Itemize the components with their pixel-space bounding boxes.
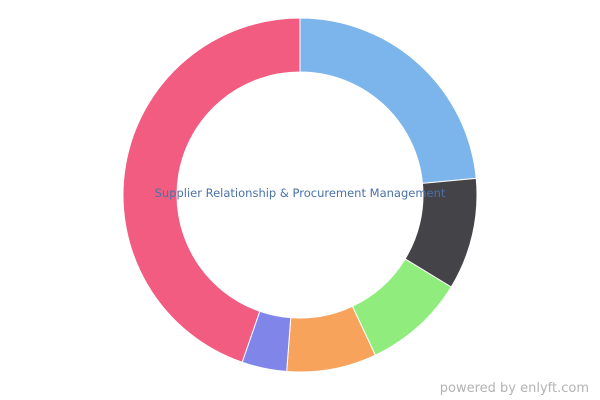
center-label: Supplier Relationship & Procurement Mana… [155, 186, 446, 200]
donut-slice-6[interactable] [122, 17, 301, 363]
donut-slice-1[interactable] [299, 17, 477, 184]
powered-by-footer: powered by enlyft.com [439, 381, 589, 396]
donut-slices [122, 17, 478, 373]
